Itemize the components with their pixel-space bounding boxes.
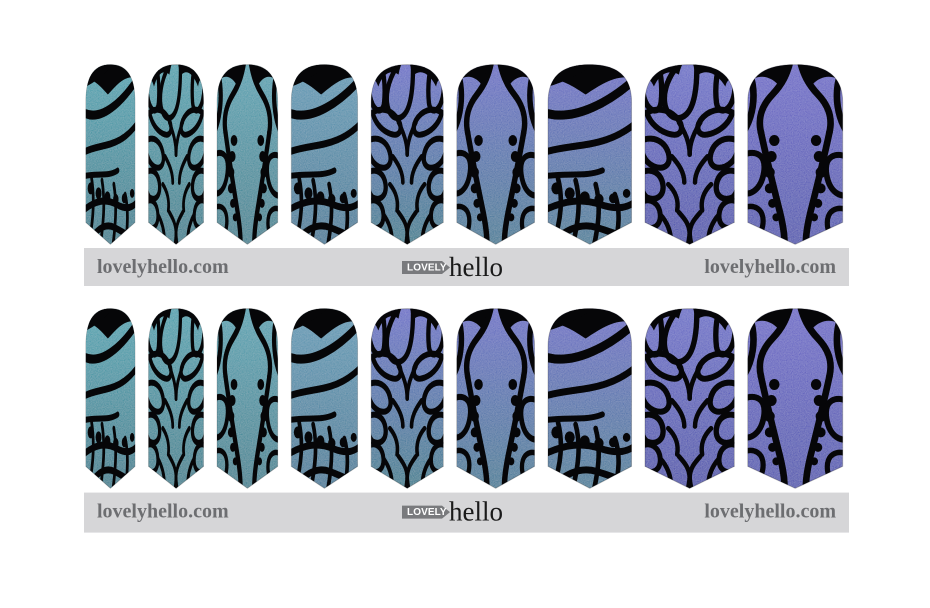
svg-text:hello: hello — [449, 497, 503, 527]
svg-text:lovelyhello.com: lovelyhello.com — [704, 501, 836, 523]
svg-text:lovelyhello.com: lovelyhello.com — [704, 256, 836, 278]
svg-text:lovelyhello.com: lovelyhello.com — [97, 501, 229, 523]
svg-text:lovelyhello.com: lovelyhello.com — [97, 256, 229, 278]
svg-text:LOVELY: LOVELY — [407, 262, 447, 273]
svg-text:LOVELY: LOVELY — [407, 507, 447, 518]
svg-text:hello: hello — [449, 252, 503, 282]
